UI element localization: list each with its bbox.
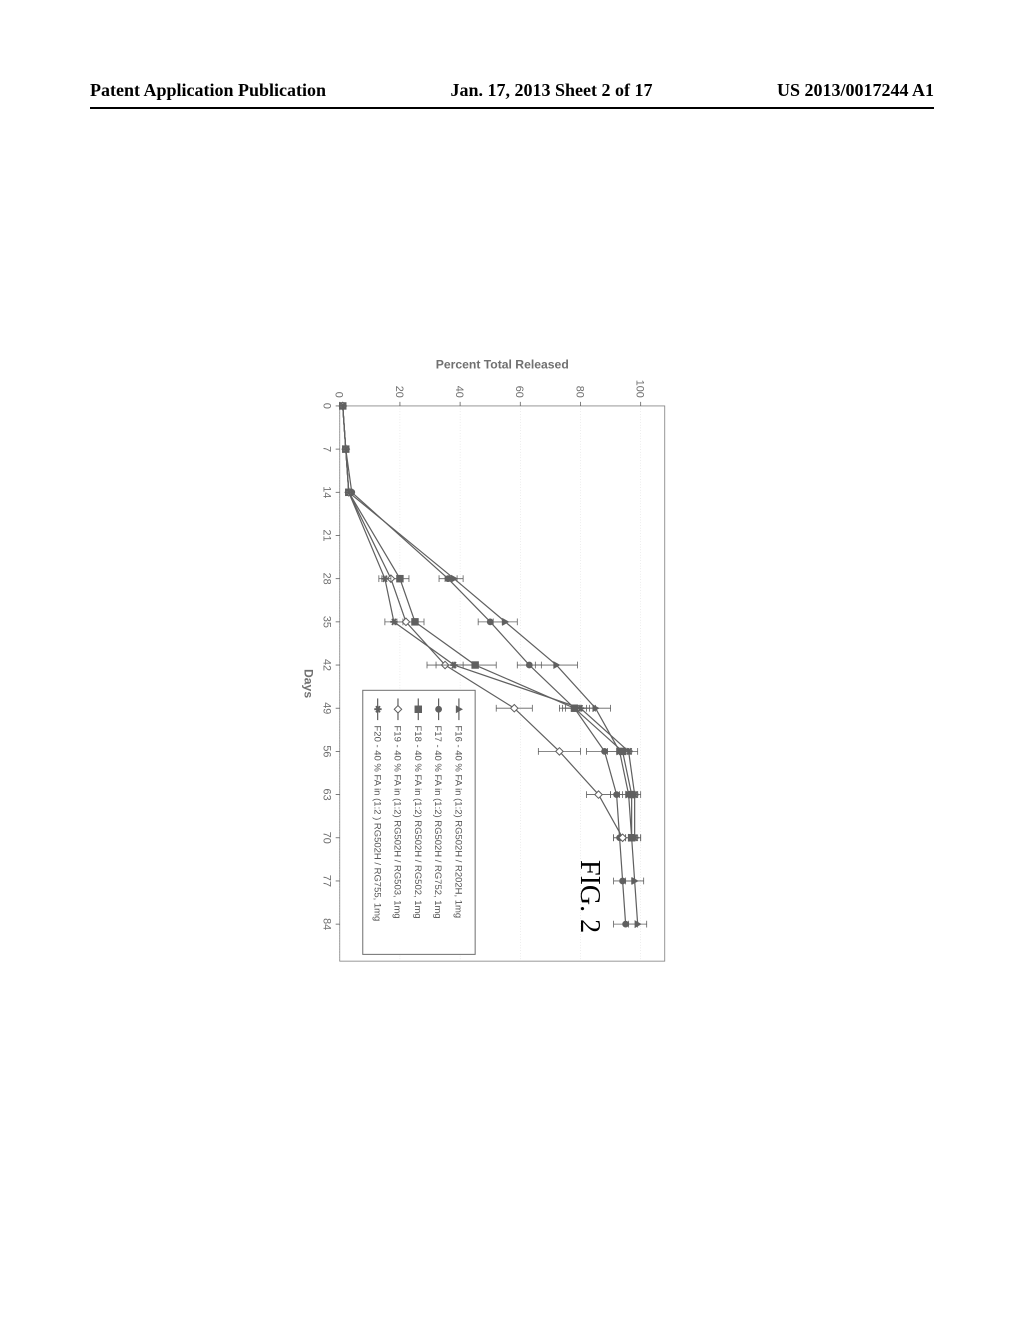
svg-text:✱: ✱	[336, 402, 347, 410]
svg-text:✱: ✱	[628, 791, 639, 799]
svg-text:✱: ✱	[574, 704, 585, 712]
legend-item: F17 - 40 % FA in (1:2) RG502H / RG752, 1…	[432, 726, 443, 919]
x-tick-label: 14	[320, 486, 332, 498]
x-tick-label: 49	[320, 702, 332, 714]
header-right: US 2013/0017244 A1	[777, 80, 934, 101]
svg-text:✱: ✱	[622, 747, 633, 755]
y-tick-label: 20	[393, 386, 405, 398]
header-center: Jan. 17, 2013 Sheet 2 of 17	[326, 80, 777, 101]
release-chart: 0 20 40 60 80 100 0 7 14 21 28 35 42 49 56 63 70 77 84 Days…	[0, 345, 945, 995]
chart-container: 0 20 40 60 80 100 0 7 14 21 28 35 42 49 56 63 70 77 84 Days…	[0, 345, 945, 995]
x-tick-label: 28	[320, 573, 332, 585]
legend-item: F19 - 40 % FA in (1:2) RG502H / RG503, 1…	[392, 726, 403, 919]
legend-item: F16 - 40 % FA in (1:2) RG502H / R202H, 1…	[453, 726, 464, 919]
figure-label: FIG. 2	[573, 860, 605, 933]
x-tick-label: 42	[320, 659, 332, 671]
svg-text:✱: ✱	[448, 661, 459, 669]
page-header: Patent Application Publication Jan. 17, …	[90, 80, 934, 109]
x-axis-label: Days	[302, 669, 316, 698]
svg-text:✱: ✱	[342, 488, 353, 496]
svg-text:✱: ✱	[339, 445, 350, 453]
legend-item: F20 - 40 % FA in (1:2 ) RG502H / RG755, …	[371, 726, 382, 922]
x-tick-label: 7	[320, 446, 332, 452]
x-tick-label: 56	[320, 745, 332, 757]
svg-text:✱: ✱	[628, 834, 639, 842]
x-tick-label: 0	[320, 403, 332, 409]
x-tick-label: 63	[320, 789, 332, 801]
svg-text:✱: ✱	[371, 705, 382, 713]
legend-item: F18 - 40 % FA in (1:2) RG502H / RG502, 1…	[412, 726, 423, 919]
page: Patent Application Publication Jan. 17, …	[0, 0, 1024, 1320]
x-tick-label: 35	[320, 616, 332, 628]
x-tick-label: 84	[320, 918, 332, 930]
x-tick-label: 77	[320, 875, 332, 887]
y-tick-label: 60	[513, 386, 525, 398]
svg-text:✱: ✱	[388, 618, 399, 626]
y-tick-label: 0	[333, 392, 345, 398]
y-tick-label: 100	[634, 380, 646, 398]
x-tick-label: 70	[320, 832, 332, 844]
header-left: Patent Application Publication	[90, 80, 326, 101]
x-tick-label: 21	[320, 529, 332, 541]
svg-text:✱: ✱	[378, 575, 389, 583]
y-tick-label: 40	[453, 386, 465, 398]
y-axis-label: Percent Total Released	[436, 358, 569, 372]
y-tick-label: 80	[573, 386, 585, 398]
